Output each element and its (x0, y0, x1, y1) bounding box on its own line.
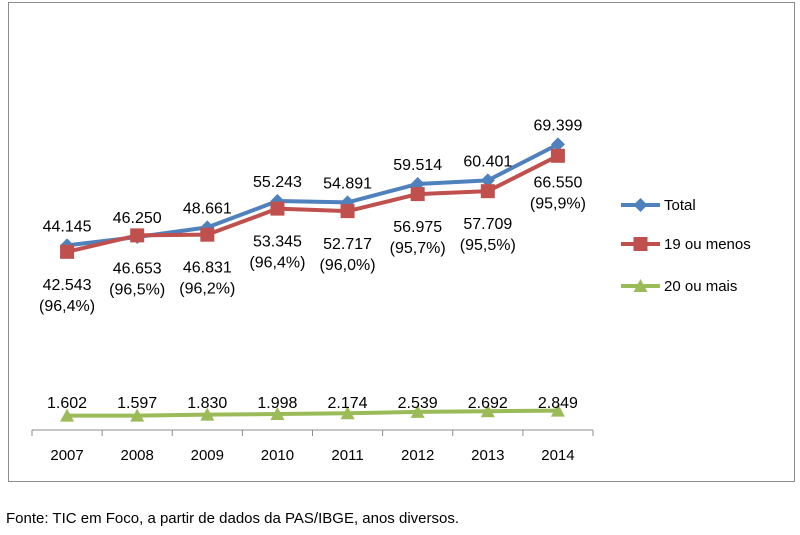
point-marker-19-ou-menos (60, 244, 75, 259)
data-label-total: 46.250 (113, 210, 162, 227)
legend-label-1: 19 ou menos (664, 236, 751, 253)
x-tick-label-2011: 2011 (331, 447, 363, 464)
data-label-total: 69.399 (533, 117, 582, 134)
point-marker-20-ou-mais (200, 407, 215, 421)
data-label-19-ou-menos: 46.831 (183, 260, 232, 277)
data-label-19-ou-menos: 66.550 (533, 174, 582, 191)
point-marker-19-ou-menos (550, 148, 565, 163)
legend-marker-triangle (633, 279, 648, 292)
data-label-20-ou-mais: 1.602 (47, 395, 87, 412)
data-label-20-ou-mais: 2.539 (398, 395, 438, 412)
legend-label-0: Total (664, 197, 696, 214)
share-label-19-ou-menos: (95,9%) (530, 195, 586, 212)
data-label-20-ou-mais: 2.692 (468, 395, 508, 412)
point-marker-20-ou-mais (60, 408, 75, 422)
data-label-20-ou-mais: 2.174 (328, 395, 368, 412)
data-label-20-ou-mais: 1.998 (257, 395, 297, 412)
legend-label-2: 20 ou mais (664, 278, 737, 295)
point-marker-20-ou-mais (340, 406, 355, 420)
legend-marker-diamond (633, 198, 648, 212)
data-label-total: 60.401 (463, 153, 512, 170)
data-label-20-ou-mais: 1.597 (117, 395, 157, 412)
data-label-total: 55.243 (253, 174, 302, 191)
source-note: Fonte: TIC em Foco, a partir de dados da… (6, 510, 459, 527)
point-marker-20-ou-mais (130, 408, 145, 422)
data-label-19-ou-menos: 46.653 (113, 260, 162, 277)
point-marker-20-ou-mais (480, 404, 495, 418)
legend-marker-square (633, 237, 648, 251)
x-tick-label-2007: 2007 (50, 447, 83, 464)
data-label-20-ou-mais: 1.830 (187, 395, 227, 412)
data-label-19-ou-menos: 52.717 (323, 236, 372, 253)
share-label-19-ou-menos: (96,5%) (109, 281, 165, 298)
x-tick-label-2013: 2013 (471, 447, 504, 464)
data-label-19-ou-menos: 57.709 (463, 216, 512, 233)
share-label-19-ou-menos: (96,4%) (249, 255, 305, 272)
point-marker-19-ou-menos (200, 227, 215, 242)
point-marker-total (550, 137, 565, 152)
data-label-20-ou-mais: 2.849 (538, 395, 578, 412)
share-label-19-ou-menos: (95,7%) (390, 240, 446, 257)
data-label-19-ou-menos: 56.975 (393, 219, 442, 236)
point-marker-19-ou-menos (340, 204, 355, 219)
x-tick-label-2010: 2010 (261, 447, 294, 464)
point-marker-19-ou-menos (410, 187, 425, 202)
share-label-19-ou-menos: (96,2%) (179, 281, 235, 298)
data-label-19-ou-menos: 42.543 (43, 277, 92, 294)
chart-frame: 2007 2008 2009 2010 2011 2012 2013 2014 44.145 46… (8, 2, 795, 482)
x-tick-label-2008: 2008 (121, 447, 154, 464)
data-label-total: 59.514 (393, 157, 442, 174)
data-label-total: 54.891 (323, 175, 372, 192)
data-label-total: 44.145 (43, 218, 92, 235)
point-marker-19-ou-menos (270, 201, 285, 216)
point-marker-20-ou-mais (550, 403, 565, 417)
point-marker-20-ou-mais (410, 404, 425, 418)
point-marker-total (480, 173, 495, 188)
share-label-19-ou-menos: (96,4%) (39, 298, 95, 315)
x-tick-label-2012: 2012 (401, 447, 434, 464)
series-line-1 (66, 154, 559, 254)
data-label-total: 48.661 (183, 200, 232, 217)
data-label-19-ou-menos: 53.345 (253, 234, 302, 251)
point-marker-20-ou-mais (270, 407, 285, 421)
point-marker-19-ou-menos (480, 184, 495, 199)
line-chart: 2007 2008 2009 2010 2011 2012 2013 2014 44.145 46… (31, 117, 751, 464)
share-label-19-ou-menos: (96,0%) (320, 257, 376, 274)
share-label-19-ou-menos: (95,5%) (460, 237, 516, 254)
series-line-2 (67, 408, 558, 418)
point-marker-19-ou-menos (130, 228, 145, 243)
x-tick-label-2009: 2009 (191, 447, 224, 464)
x-tick-label-2014: 2014 (541, 447, 574, 464)
